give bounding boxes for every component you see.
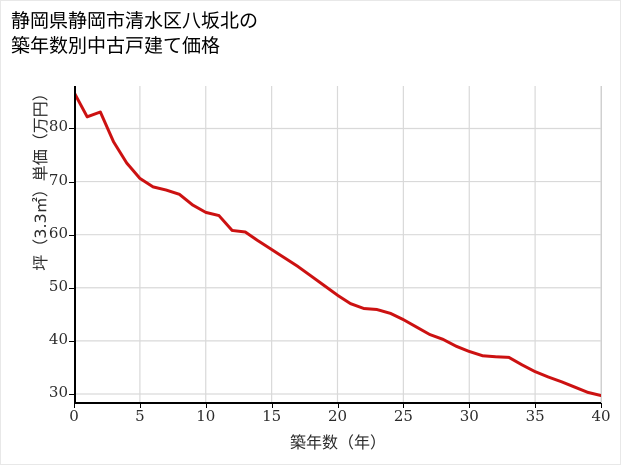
y-tick-mark	[69, 128, 74, 130]
plot-area	[74, 86, 601, 403]
x-tick-label: 25	[393, 407, 413, 425]
x-tick-mark	[337, 404, 339, 408]
line-chart-svg	[74, 86, 601, 403]
y-tick-mark	[69, 234, 74, 236]
y-tick-label: 80	[48, 117, 68, 136]
x-tick-mark	[205, 404, 207, 408]
price-series-line	[74, 90, 601, 398]
y-tick-mark	[69, 181, 74, 183]
x-tick-label: 20	[327, 407, 348, 425]
y-tick-mark	[69, 340, 74, 342]
page-title: 静岡県静岡市清水区八坂北の 築年数別中古戸建て価格	[11, 10, 259, 57]
axis-spine-bottom	[74, 402, 602, 404]
x-tick-mark	[139, 404, 141, 408]
y-tick-label: 60	[48, 223, 68, 242]
y-tick-label: 30	[48, 382, 68, 401]
gridlines-vertical	[139, 86, 601, 403]
x-tick-mark	[74, 404, 75, 408]
y-tick-label: 70	[48, 170, 68, 189]
x-tick-label: 40	[591, 407, 611, 425]
y-tick-label: 50	[48, 276, 68, 295]
x-tick-label: 0	[69, 407, 79, 425]
axis-spine-right	[601, 86, 602, 403]
x-tick-label: 5	[135, 407, 145, 425]
y-tick-mark	[69, 287, 74, 289]
x-tick-label: 30	[459, 407, 479, 425]
x-tick-mark	[535, 404, 537, 408]
axis-spine-left	[74, 86, 76, 404]
x-tick-label: 10	[196, 407, 216, 425]
y-tick-label: 40	[48, 329, 68, 348]
x-tick-mark	[601, 404, 602, 408]
y-tick-mark	[69, 393, 74, 395]
x-tick-mark	[271, 404, 273, 408]
x-tick-label: 15	[262, 407, 282, 425]
x-tick-mark	[469, 404, 471, 408]
x-axis-title: 築年数（年）	[289, 433, 386, 452]
x-tick-label: 35	[525, 407, 545, 425]
y-axis-title: 坪（3.3㎡）単価（万円）	[31, 85, 50, 271]
x-tick-mark	[403, 404, 405, 408]
